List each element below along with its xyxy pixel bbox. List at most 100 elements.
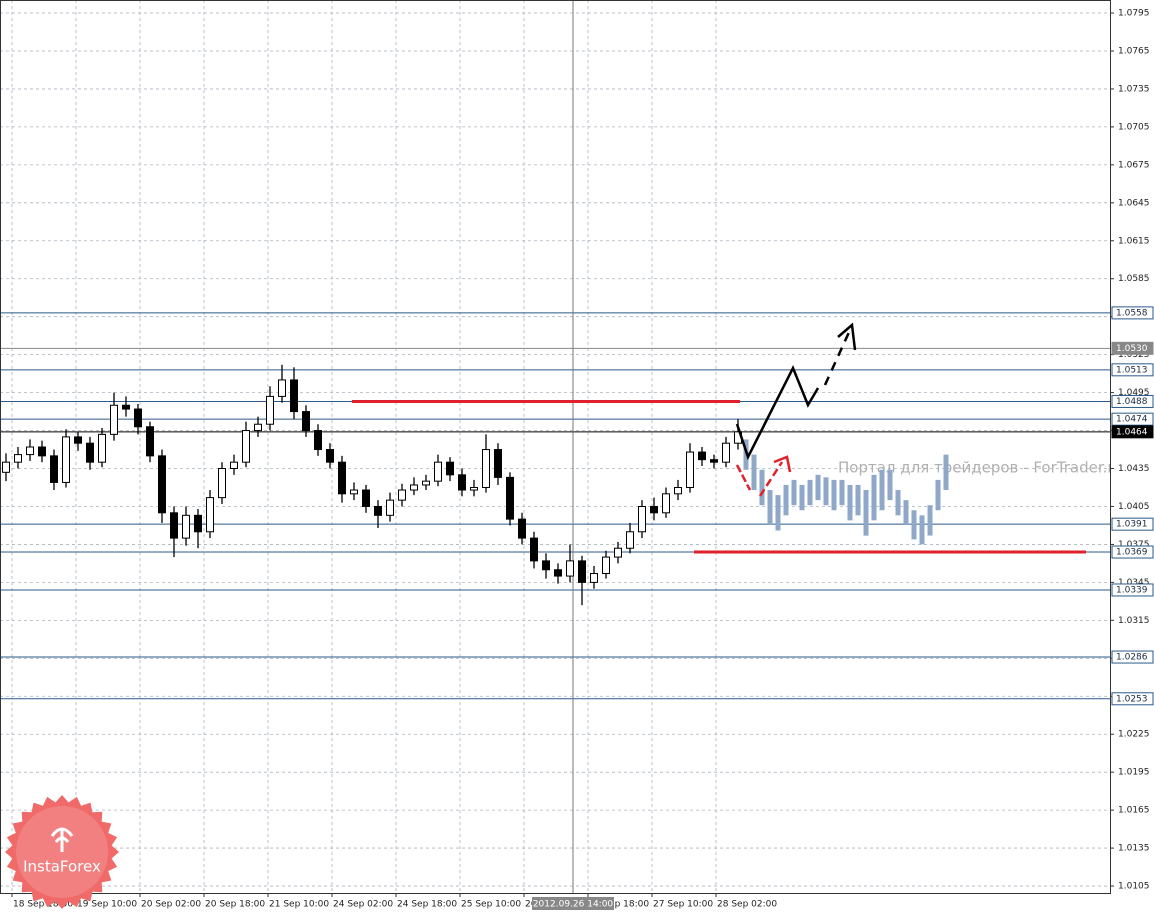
axes-layer: 1.01051.01351.01651.01951.02251.02551.02… — [11, 9, 1154, 910]
candle-body — [494, 449, 502, 478]
level-label: 1.0488 — [1116, 397, 1148, 407]
candle-body — [38, 446, 46, 457]
candle-body — [698, 451, 706, 461]
candle-body — [422, 480, 430, 486]
candle-body — [110, 404, 118, 435]
y-tick-label: 1.0765 — [1118, 46, 1150, 56]
annotation-arrows — [735, 322, 857, 497]
level-label: 1.0513 — [1116, 365, 1148, 375]
y-tick-label: 1.0615 — [1118, 236, 1150, 246]
candle-body — [722, 442, 730, 463]
candle-body — [194, 514, 202, 533]
level-label-box — [1111, 363, 1154, 377]
candle-body — [626, 531, 634, 549]
arrow-red — [735, 464, 752, 491]
x-tick-label: 27 Sep 10:00 — [653, 900, 713, 910]
level-label: 1.0558 — [1116, 308, 1148, 318]
y-tick-label: 1.0165 — [1118, 806, 1150, 816]
candle-body — [482, 449, 490, 488]
level-label-box — [1111, 306, 1154, 320]
x-tick-label: 25 Sep 10:00 — [461, 900, 521, 910]
y-tick-label: 1.0585 — [1118, 274, 1150, 284]
candle-body — [506, 476, 514, 520]
y-tick-label: 1.0105 — [1118, 882, 1150, 892]
candle-body — [458, 474, 466, 491]
candle-body — [530, 537, 538, 562]
y-tick-label: 1.0525 — [1118, 350, 1150, 360]
candle-body — [434, 461, 442, 482]
grid-layer — [0, 0, 1110, 893]
y-tick-label: 1.0405 — [1118, 502, 1150, 512]
y-tick-label: 1.0795 — [1118, 9, 1150, 19]
candle-body — [134, 408, 142, 428]
level-label: 1.0391 — [1116, 520, 1148, 530]
candle-body — [650, 505, 658, 514]
level-label-box — [1111, 394, 1154, 408]
candle-body — [638, 505, 646, 533]
x-tick-label: 20 Sep 02:00 — [141, 900, 201, 910]
level-label: 1.0369 — [1116, 548, 1148, 558]
level-label-box — [1111, 545, 1154, 559]
candle-body — [170, 512, 178, 539]
y-tick-label: 1.0225 — [1118, 730, 1150, 740]
level-label-box — [1111, 425, 1154, 439]
candle-body — [86, 442, 94, 463]
candle-body — [242, 430, 250, 463]
x-tick-label: 24 Sep 02:00 — [333, 900, 393, 910]
level-label-box — [1111, 650, 1154, 664]
level-label-box — [1111, 583, 1154, 597]
candle-body — [662, 493, 670, 514]
arrow-red-dashed — [758, 461, 784, 497]
arrow-head-red — [773, 455, 792, 473]
candle-body — [74, 436, 82, 444]
y-tick-label: 1.0135 — [1118, 844, 1150, 854]
x-tick-label: 20 Sep 18:00 — [205, 900, 265, 910]
level-label-box — [1111, 517, 1154, 531]
candle-body — [338, 461, 346, 495]
candle-body — [578, 560, 586, 583]
candle-body — [350, 489, 358, 495]
candle-body — [326, 449, 334, 463]
candle-body — [710, 459, 718, 463]
candle-body — [230, 461, 238, 470]
candle-body — [614, 547, 622, 558]
y-tick-label: 1.0315 — [1118, 616, 1150, 626]
arrow-head-black — [837, 322, 857, 351]
level-label-box — [1111, 692, 1154, 706]
candle-body — [146, 426, 154, 457]
level-label: 1.0530 — [1116, 344, 1148, 354]
candle-body — [686, 451, 694, 488]
y-tick-label: 1.0645 — [1118, 198, 1150, 208]
y-tick-label: 1.0735 — [1118, 84, 1150, 94]
candle-body — [278, 379, 286, 397]
watermark: Портал для трейдеров - ForTrader.ru — [838, 459, 1123, 477]
crosshair-label-box — [532, 897, 614, 910]
y-tick-label: 1.0375 — [1118, 540, 1150, 550]
plot-border — [0, 0, 1111, 894]
candle-body — [314, 430, 322, 451]
y-tick-label: 1.0675 — [1118, 160, 1150, 170]
x-tick-label: 19 Sep 10:00 — [77, 900, 137, 910]
logo: InstaForex — [5, 795, 119, 909]
arrow-black-dashed — [823, 329, 852, 386]
candle-body — [398, 489, 406, 501]
candle-body — [410, 484, 418, 491]
level-label-box — [1111, 412, 1154, 426]
candle-body — [446, 461, 454, 476]
candle-body — [302, 411, 310, 432]
candle-body — [98, 433, 106, 463]
x-tick-label: 24 Sep 18:00 — [397, 900, 457, 910]
candle-body — [26, 446, 34, 456]
level-label: 1.0253 — [1116, 694, 1148, 704]
level-label-box — [1111, 341, 1154, 355]
candle-body — [158, 455, 166, 514]
level-label: 1.0339 — [1116, 585, 1148, 595]
x-tick-label: 28 Sep 02:00 — [717, 900, 777, 910]
crosshair-label: 2012.09.26 14:00 — [533, 900, 614, 910]
level-label: 1.0474 — [1116, 415, 1148, 425]
price-axis-panel — [1110, 0, 1154, 915]
candle-body — [566, 560, 574, 577]
candle-body — [362, 489, 370, 507]
